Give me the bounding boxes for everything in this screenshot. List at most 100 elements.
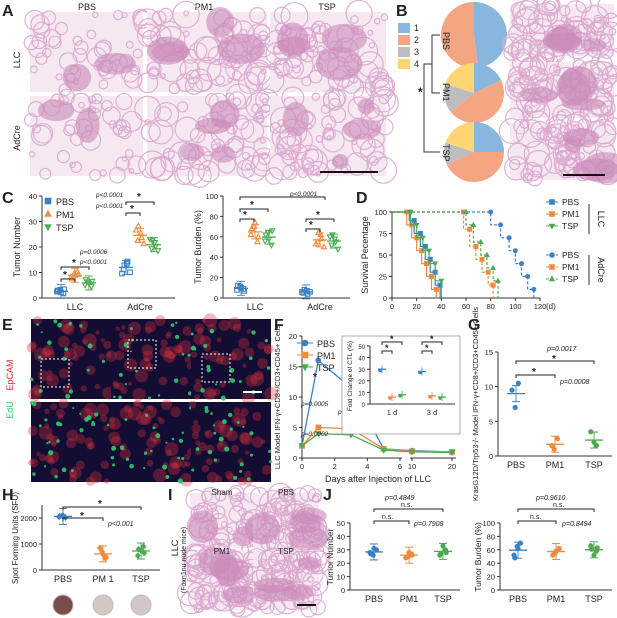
censor-marker (531, 286, 537, 292)
inset-y-label: Fold Change of CTL (%) (347, 341, 354, 411)
edu-signal (206, 367, 211, 373)
data-point (331, 236, 339, 243)
edu-signal (213, 431, 217, 435)
censor-marker (427, 256, 433, 262)
epcam-signal (153, 436, 161, 445)
epcam-signal (254, 370, 264, 381)
elispot-well (52, 594, 74, 616)
survival-curve (392, 211, 442, 298)
alveolus (304, 148, 320, 164)
edu-signal (71, 469, 74, 473)
censor-marker (518, 261, 524, 267)
epcam-signal (100, 338, 105, 343)
data-point (151, 240, 159, 247)
alveolus (235, 491, 245, 502)
edu-signal (84, 417, 89, 422)
epcam-signal (89, 471, 102, 484)
alveolus (149, 157, 174, 182)
bracket (423, 63, 440, 153)
epcam-signal (29, 341, 37, 349)
edu-signal (53, 319, 58, 324)
epcam-signal (28, 387, 42, 401)
epcam-signal (154, 315, 166, 327)
alveolus (133, 8, 163, 38)
epcam-signal (191, 431, 200, 440)
pie-slice (444, 83, 474, 113)
edu-signal (68, 389, 73, 394)
epcam-signal (169, 456, 182, 469)
data-point (403, 555, 409, 561)
tumor-nodule (211, 145, 236, 163)
inset-point (378, 368, 382, 373)
p-value: p=0.7908 (413, 521, 443, 528)
x-axis-label: Days after Injection of LLC (325, 474, 432, 484)
edu-signal (43, 465, 47, 468)
y-tick-label: 100 (482, 519, 495, 528)
pie-slice (441, 2, 479, 68)
x-tick-label: PM1 (546, 460, 565, 470)
sig-bracket (305, 218, 335, 222)
epcam-signal (105, 350, 117, 362)
y-tick-label: 5 (293, 424, 297, 433)
censor-marker (525, 273, 531, 279)
edu-signal (129, 327, 133, 331)
epcam-signal (246, 328, 252, 334)
legend-swatch (398, 23, 410, 33)
edu-signal (181, 352, 185, 356)
data-point (448, 450, 456, 457)
edu-signal (113, 395, 116, 399)
epcam-signal (81, 338, 88, 345)
alveolus (204, 93, 219, 107)
epcam-signal (195, 440, 201, 446)
edu-signal (242, 425, 245, 429)
epcam-signal (228, 317, 242, 331)
edu-signal (177, 478, 183, 484)
sig-star: * (390, 334, 394, 344)
epcam-signal (228, 352, 238, 361)
data-point (140, 239, 148, 247)
tumor-nodule (315, 46, 362, 81)
data-point (328, 242, 336, 249)
alveolus (359, 138, 385, 164)
epcam-signal (237, 476, 247, 486)
edu-signal (57, 322, 63, 328)
alveolus (174, 165, 194, 186)
elispot-well (92, 594, 114, 616)
censor-marker (484, 251, 490, 258)
y-tick-label: 0 (489, 452, 493, 461)
alveolus (326, 135, 332, 141)
epcam-signal (158, 376, 168, 386)
edu-signal (94, 412, 99, 417)
pie-slice (474, 63, 502, 93)
epcam-signal (44, 408, 50, 415)
alveolus (159, 73, 166, 80)
y-tick-label: 5 (489, 417, 493, 426)
sig-bracket (373, 520, 410, 524)
legend-marker (548, 275, 556, 282)
edu-signal (264, 339, 269, 343)
zoom-box (127, 339, 157, 369)
alveolus (39, 167, 52, 180)
epcam-signal (55, 408, 65, 418)
alveolus (307, 488, 322, 503)
epcam-signal (71, 342, 78, 349)
alveolus (176, 101, 189, 113)
alveolus (151, 10, 167, 26)
alveolus (529, 54, 548, 73)
alveolus (590, 53, 613, 76)
epcam-signal (179, 473, 194, 487)
y-tick-label: 10 (337, 573, 345, 582)
stain-label-edu: EdU (5, 401, 15, 419)
epcam-signal (231, 444, 240, 453)
y-tick-label: 30 (358, 368, 365, 374)
epcam-signal (75, 434, 86, 445)
data-point (408, 449, 416, 456)
legend-label: PBS (317, 339, 335, 349)
alveolus (289, 542, 317, 570)
epcam-signal (58, 398, 69, 409)
tumor-nodule (277, 36, 311, 55)
data-point (334, 246, 342, 253)
epcam-signal (217, 354, 225, 362)
alveolus (266, 482, 294, 510)
epcam-signal (118, 331, 126, 339)
